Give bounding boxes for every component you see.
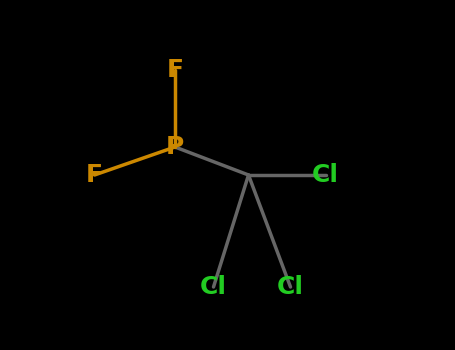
Text: Cl: Cl <box>277 275 304 299</box>
Text: Cl: Cl <box>200 275 227 299</box>
Text: F: F <box>86 163 103 187</box>
Text: Cl: Cl <box>312 163 339 187</box>
Text: F: F <box>167 58 183 82</box>
Text: P: P <box>166 135 184 159</box>
